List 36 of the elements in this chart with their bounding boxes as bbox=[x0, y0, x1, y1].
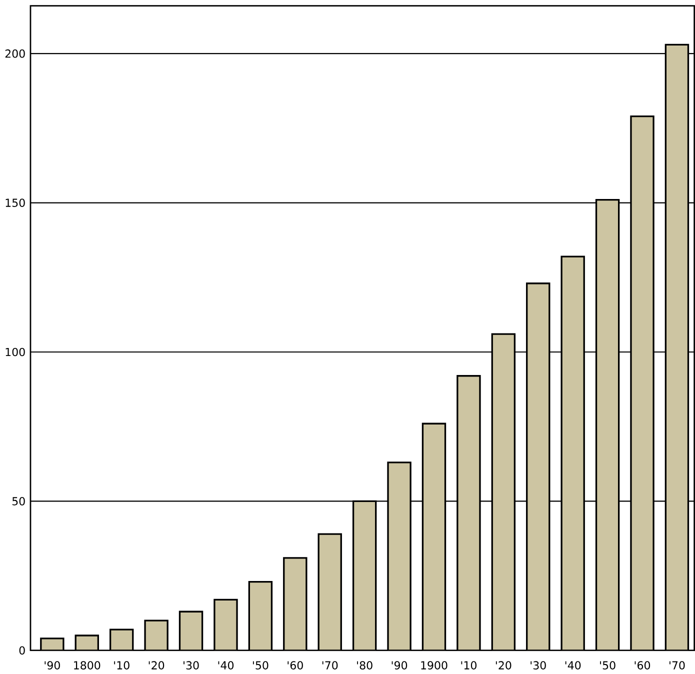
bar bbox=[562, 256, 584, 650]
x-tick-label: '70 bbox=[322, 661, 338, 670]
bar bbox=[388, 462, 411, 650]
x-tick-label: '90 bbox=[44, 661, 60, 670]
y-tick-label: 100 bbox=[6, 348, 25, 356]
x-tick-label: '80 bbox=[357, 661, 372, 670]
y-tick-label: 50 bbox=[12, 497, 25, 506]
bar bbox=[630, 116, 654, 650]
y-tick-label: 150 bbox=[6, 198, 25, 207]
x-tick-label: '50 bbox=[252, 661, 268, 670]
x-tick-label: '20 bbox=[496, 661, 512, 670]
x-tick-label: 1900 bbox=[421, 661, 448, 670]
x-tick-label: '10 bbox=[461, 661, 476, 670]
bar bbox=[492, 334, 515, 650]
x-tick-label: '30 bbox=[184, 661, 199, 670]
bar bbox=[596, 200, 619, 650]
bar bbox=[457, 376, 480, 650]
y-tick-label: 0 bbox=[19, 646, 25, 655]
x-tick-label: '90 bbox=[392, 661, 408, 670]
bar bbox=[284, 558, 306, 650]
x-tick-label: '20 bbox=[148, 661, 164, 670]
bar bbox=[422, 424, 446, 650]
x-tick-label: '30 bbox=[530, 661, 546, 670]
bar bbox=[249, 582, 272, 650]
x-tick-label: '60 bbox=[634, 661, 650, 670]
x-tick-label: '40 bbox=[218, 661, 234, 670]
x-tick-label: '10 bbox=[114, 661, 130, 670]
bar bbox=[318, 534, 342, 650]
bar bbox=[526, 283, 550, 650]
y-tick-label: 200 bbox=[5, 49, 25, 58]
x-tick-label: 1800 bbox=[74, 661, 100, 670]
x-tick-label: '60 bbox=[288, 661, 303, 670]
x-tick-label: '40 bbox=[565, 661, 581, 670]
x-tick-label: '70 bbox=[669, 661, 685, 670]
x-tick-label: '50 bbox=[600, 661, 616, 670]
bar bbox=[353, 501, 376, 650]
